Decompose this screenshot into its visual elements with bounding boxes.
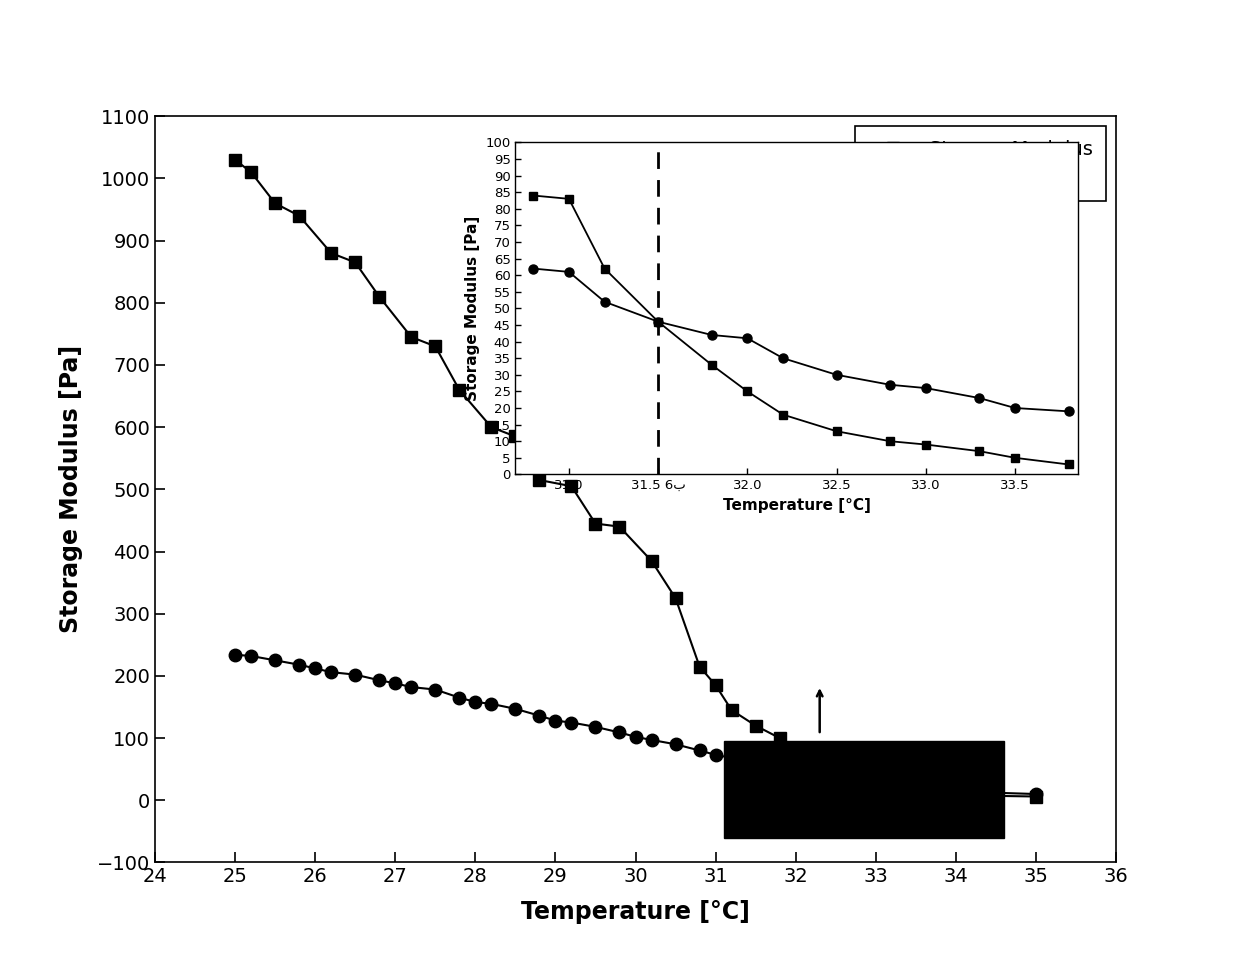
Bar	[724, 741, 1004, 837]
Storage Modulus	[748, 720, 763, 732]
Storage Modulus	[268, 198, 283, 209]
Loss Modulus	[909, 783, 924, 795]
Loss Modulus	[828, 772, 843, 784]
Loss Modulus	[372, 674, 387, 686]
Storage Modulus	[372, 291, 387, 302]
Storage Modulus	[564, 481, 579, 492]
Line: Loss Modulus: Loss Modulus	[229, 648, 1042, 800]
Loss Modulus	[627, 731, 642, 742]
Loss Modulus	[347, 669, 362, 680]
Storage Modulus	[588, 517, 603, 529]
Loss Modulus	[291, 659, 306, 671]
Loss Modulus	[932, 785, 947, 797]
Storage Modulus	[484, 422, 498, 433]
Line: Storage Modulus: Storage Modulus	[229, 154, 1042, 802]
Loss Modulus	[708, 749, 723, 761]
Loss Modulus	[508, 703, 523, 715]
Y-axis label: Storage Modulus [Pa]: Storage Modulus [Pa]	[465, 216, 480, 401]
Storage Modulus	[949, 788, 963, 799]
Loss Modulus	[428, 684, 443, 696]
Storage Modulus	[988, 790, 1003, 801]
Storage Modulus	[868, 779, 883, 791]
Loss Modulus	[748, 755, 763, 766]
Storage Modulus	[404, 331, 419, 343]
Storage Modulus	[852, 776, 867, 788]
Loss Modulus	[949, 786, 963, 797]
Storage Modulus	[668, 592, 683, 604]
Storage Modulus	[347, 257, 362, 268]
Storage Modulus	[644, 555, 658, 567]
Loss Modulus	[243, 650, 258, 662]
Loss Modulus	[268, 654, 283, 666]
Storage Modulus	[909, 785, 924, 797]
Loss Modulus	[1028, 788, 1043, 799]
Loss Modulus	[668, 738, 683, 750]
Storage Modulus	[789, 748, 804, 760]
Loss Modulus	[404, 681, 419, 693]
Storage Modulus	[1028, 791, 1043, 802]
Storage Modulus	[324, 247, 339, 259]
Loss Modulus	[893, 782, 908, 794]
Storage Modulus	[932, 787, 947, 798]
Loss Modulus	[324, 667, 339, 678]
Loss Modulus	[724, 752, 739, 764]
Loss Modulus	[548, 715, 563, 727]
Storage Modulus	[828, 766, 843, 778]
Loss Modulus	[588, 721, 603, 733]
Storage Modulus	[724, 704, 739, 716]
Loss Modulus	[228, 649, 243, 661]
Storage Modulus	[428, 340, 443, 352]
Loss Modulus	[308, 663, 322, 674]
Loss Modulus	[564, 717, 579, 729]
Storage Modulus	[805, 761, 820, 772]
Storage Modulus	[613, 521, 627, 533]
Storage Modulus	[451, 384, 466, 395]
Storage Modulus	[692, 661, 707, 672]
Storage Modulus	[291, 210, 306, 222]
Y-axis label: Storage Modulus [Pa]: Storage Modulus [Pa]	[60, 345, 83, 634]
Storage Modulus	[773, 733, 787, 744]
Storage Modulus	[708, 679, 723, 691]
Loss Modulus	[484, 698, 498, 709]
Loss Modulus	[451, 692, 466, 703]
Loss Modulus	[988, 787, 1003, 798]
Loss Modulus	[868, 779, 883, 791]
Loss Modulus	[692, 744, 707, 756]
Loss Modulus	[613, 727, 627, 738]
Loss Modulus	[852, 777, 867, 789]
Loss Modulus	[532, 710, 547, 722]
Loss Modulus	[644, 735, 658, 746]
Storage Modulus	[893, 783, 908, 795]
Storage Modulus	[532, 474, 547, 485]
Loss Modulus	[388, 677, 403, 689]
Storage Modulus	[243, 167, 258, 178]
X-axis label: Temperature [°C]: Temperature [°C]	[723, 498, 870, 513]
X-axis label: Temperature [°C]: Temperature [°C]	[521, 900, 750, 924]
Storage Modulus	[508, 430, 523, 442]
Storage Modulus	[228, 154, 243, 166]
Loss Modulus	[789, 764, 804, 775]
Loss Modulus	[805, 766, 820, 778]
Loss Modulus	[773, 759, 787, 770]
Legend: Storage Modulus, Loss Modulus: Storage Modulus, Loss Modulus	[854, 126, 1106, 201]
Loss Modulus	[467, 696, 482, 707]
